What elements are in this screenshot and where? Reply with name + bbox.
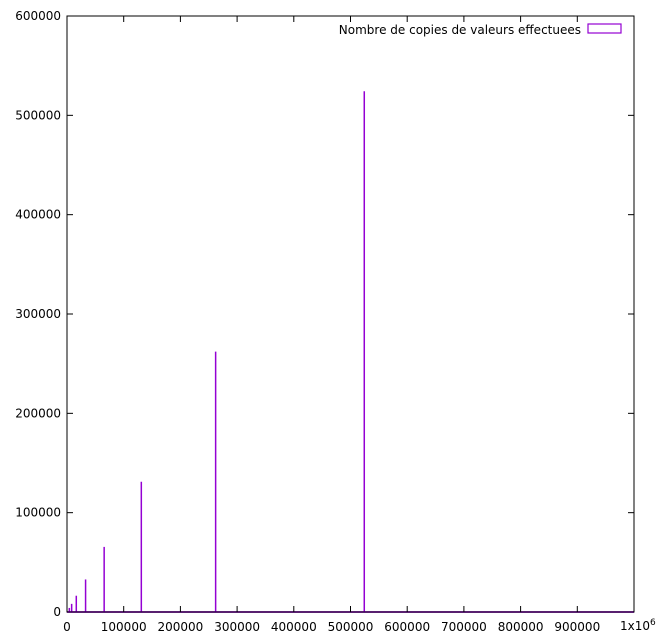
x-tick-label: 100000	[101, 620, 147, 634]
x-tick-label: 400000	[271, 620, 317, 634]
y-tick-label: 200000	[15, 406, 61, 420]
y-tick-label: 500000	[15, 108, 61, 122]
axis-ticks	[66, 15, 634, 613]
y-tick-label: 300000	[15, 307, 61, 321]
x-tick-label: 200000	[157, 620, 203, 634]
x-tick-label: 900000	[554, 620, 600, 634]
y-tick-label: 0	[53, 605, 61, 619]
x-tick-label: 300000	[214, 620, 260, 634]
x-tick-label: 700000	[441, 620, 487, 634]
legend: Nombre de copies de valeurs effectuees	[339, 23, 622, 37]
x-tick-label: 800000	[498, 620, 544, 634]
y-tick-label: 100000	[15, 506, 61, 520]
y-tick-label: 600000	[15, 9, 61, 23]
x-tick-label: 500000	[328, 620, 374, 634]
axis-tick-labels: 0 100000 200000 300000 400000 500000 600000 0 10…	[15, 9, 600, 634]
legend-swatch	[587, 23, 622, 34]
x-tick-label: 600000	[384, 620, 430, 634]
plot-frame	[66, 15, 635, 613]
y-tick-label: 400000	[15, 208, 61, 222]
x-tick-label: 0	[63, 620, 71, 634]
x-multiplier-exponent: 6	[650, 618, 656, 628]
series-marks	[67, 91, 634, 613]
x-multiplier-label: 1x106	[620, 618, 656, 633]
legend-label: Nombre de copies de valeurs effectuees	[339, 23, 581, 37]
